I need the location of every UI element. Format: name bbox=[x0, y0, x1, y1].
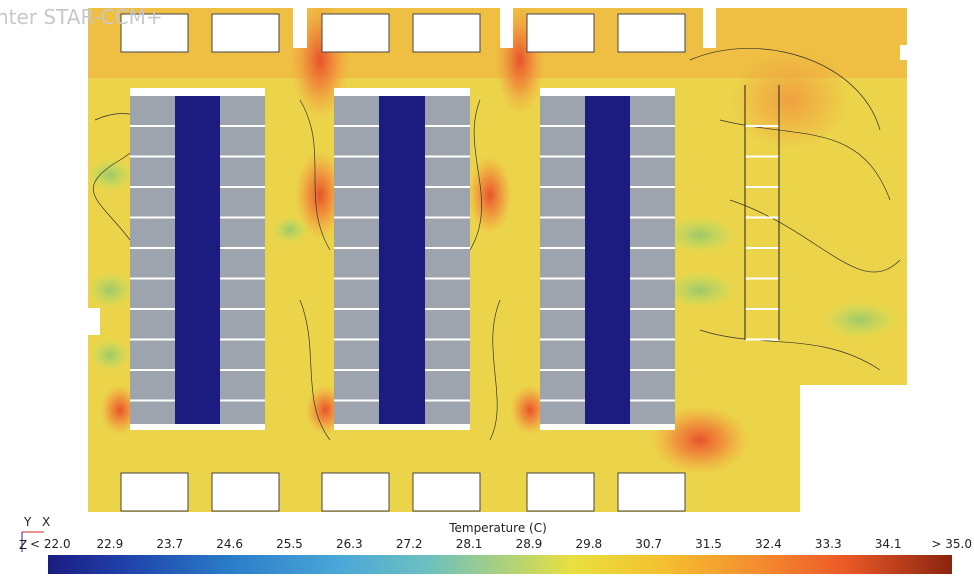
cold-aisle bbox=[585, 96, 630, 424]
color-bar bbox=[48, 555, 952, 574]
legend-label: 28.1 bbox=[456, 537, 483, 551]
zone bbox=[660, 215, 740, 255]
triad-z: Z bbox=[19, 538, 27, 552]
legend-label: 29.8 bbox=[575, 537, 602, 551]
legend-label: 30.7 bbox=[635, 537, 662, 551]
legend-label: 23.7 bbox=[156, 537, 183, 551]
unit bbox=[526, 472, 595, 512]
watermark: nter STAR-CCM+ bbox=[0, 5, 163, 29]
unit bbox=[120, 472, 189, 512]
zone bbox=[88, 337, 132, 373]
triad-y: Y bbox=[23, 515, 32, 529]
zone bbox=[88, 270, 135, 310]
cooling-units bbox=[120, 13, 686, 512]
legend-label: 33.3 bbox=[815, 537, 842, 551]
rack-separators bbox=[130, 125, 779, 402]
legend-labels: < 22.0 22.9 23.7 24.6 25.5 26.3 27.2 28.1 28.9 29… bbox=[30, 537, 972, 551]
unit bbox=[120, 13, 189, 53]
racks bbox=[130, 85, 780, 430]
rack bbox=[130, 88, 265, 430]
legend-label: 32.4 bbox=[755, 537, 782, 551]
unit bbox=[412, 472, 481, 512]
unit bbox=[412, 13, 481, 53]
zone bbox=[820, 300, 900, 340]
cold-aisle bbox=[175, 96, 220, 424]
rack-row bbox=[540, 96, 585, 424]
zone bbox=[295, 150, 345, 240]
legend-title: Temperature (C) bbox=[448, 521, 547, 535]
rack-row bbox=[334, 96, 379, 424]
legend-label: 22.9 bbox=[97, 537, 124, 551]
legend-label: 24.6 bbox=[216, 537, 243, 551]
unit bbox=[211, 472, 280, 512]
rack bbox=[334, 88, 470, 430]
unit bbox=[321, 13, 390, 53]
legend-label: < 22.0 bbox=[30, 537, 71, 551]
triad-x: X bbox=[42, 515, 50, 529]
legend-label: 31.5 bbox=[695, 537, 722, 551]
zone bbox=[660, 270, 740, 310]
zone bbox=[730, 50, 850, 150]
unit bbox=[211, 13, 280, 53]
zone bbox=[468, 155, 512, 235]
legend-label: 28.9 bbox=[516, 537, 543, 551]
rack bbox=[540, 88, 675, 430]
legend-label: 26.3 bbox=[336, 537, 363, 551]
floor bbox=[88, 8, 907, 512]
unit bbox=[617, 13, 686, 53]
rack-row bbox=[425, 96, 470, 424]
legend-label: 27.2 bbox=[396, 537, 423, 551]
unit bbox=[526, 13, 595, 53]
contour-line bbox=[93, 48, 901, 441]
rack-row bbox=[630, 96, 675, 424]
legend-label: > 35.0 bbox=[931, 537, 972, 551]
rack-row bbox=[220, 96, 265, 424]
legend-label: 25.5 bbox=[276, 537, 303, 551]
rack-row bbox=[130, 96, 175, 424]
zone bbox=[270, 215, 310, 245]
axis-triad: Y X Z bbox=[19, 515, 50, 552]
zone bbox=[88, 157, 135, 193]
unit bbox=[321, 472, 390, 512]
unit bbox=[617, 472, 686, 512]
cold-aisle bbox=[379, 96, 425, 424]
legend-label: 34.1 bbox=[875, 537, 902, 551]
